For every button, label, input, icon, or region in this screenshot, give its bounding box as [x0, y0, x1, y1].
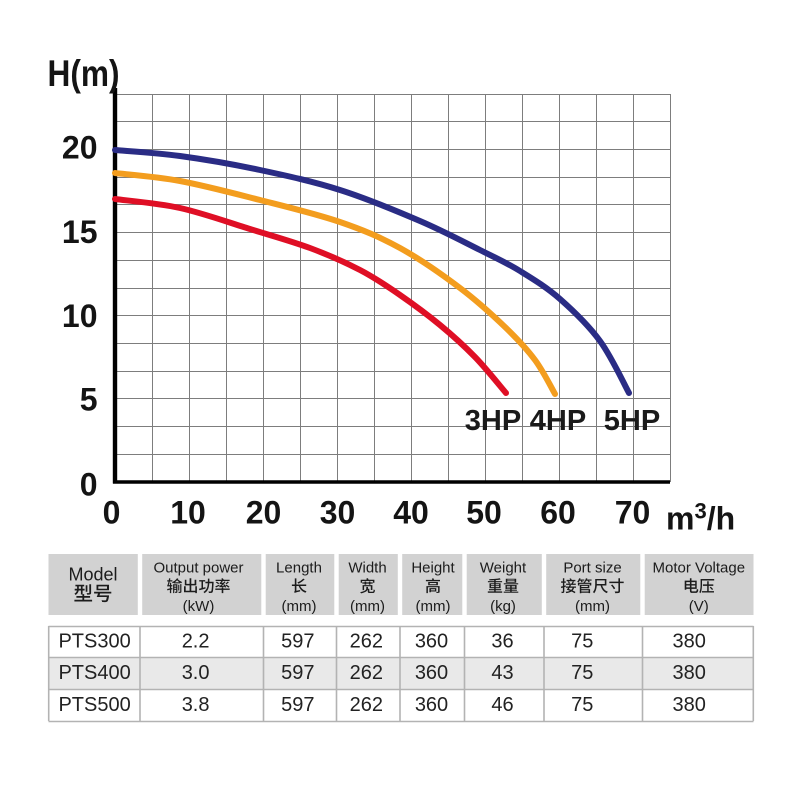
svg-text:262: 262: [350, 631, 383, 653]
svg-text:(V): (V): [689, 598, 709, 615]
svg-text:(mm): (mm): [282, 598, 317, 615]
svg-text:30: 30: [320, 495, 356, 531]
svg-text:Model: Model: [68, 565, 117, 585]
svg-text:3.0: 3.0: [182, 662, 210, 684]
svg-text:PTS500: PTS500: [58, 694, 130, 716]
svg-text:Weight: Weight: [480, 559, 527, 576]
svg-text:75: 75: [571, 631, 593, 653]
svg-text:262: 262: [350, 694, 383, 716]
svg-text:Output power: Output power: [153, 559, 243, 576]
svg-text:0: 0: [103, 495, 121, 531]
svg-text:380: 380: [673, 694, 706, 716]
svg-text:70: 70: [615, 495, 651, 531]
svg-text:380: 380: [673, 631, 706, 653]
svg-text:0: 0: [80, 466, 98, 502]
svg-text:H(m): H(m): [48, 54, 120, 95]
svg-text:2.2: 2.2: [182, 631, 210, 653]
svg-text:50: 50: [466, 495, 502, 531]
svg-text:360: 360: [415, 694, 448, 716]
svg-text:3.8: 3.8: [182, 694, 210, 716]
svg-text:60: 60: [540, 495, 576, 531]
svg-text:(mm): (mm): [350, 598, 385, 615]
svg-text:3HP: 3HP: [465, 405, 521, 437]
svg-text:36: 36: [491, 631, 513, 653]
svg-text:10: 10: [170, 495, 206, 531]
svg-text:Length: Length: [276, 559, 322, 576]
svg-text:43: 43: [491, 662, 513, 684]
svg-text:4HP: 4HP: [530, 405, 586, 437]
svg-text:15: 15: [62, 214, 98, 250]
svg-text:(kW): (kW): [183, 598, 215, 615]
svg-text:Motor Voltage: Motor Voltage: [653, 559, 746, 576]
svg-text:(mm): (mm): [416, 598, 451, 615]
svg-text:597: 597: [281, 662, 314, 684]
svg-text:5: 5: [80, 381, 98, 417]
svg-text:PTS300: PTS300: [58, 631, 130, 653]
svg-text:360: 360: [415, 631, 448, 653]
svg-text:5HP: 5HP: [604, 405, 660, 437]
svg-text:75: 75: [571, 662, 593, 684]
svg-text:20: 20: [62, 130, 98, 166]
svg-text:380: 380: [673, 662, 706, 684]
svg-text:360: 360: [415, 662, 448, 684]
svg-text:40: 40: [393, 495, 429, 531]
svg-text:597: 597: [281, 631, 314, 653]
svg-text:Width: Width: [348, 559, 386, 576]
svg-text:(mm): (mm): [575, 598, 610, 615]
svg-text:(kg): (kg): [490, 598, 516, 615]
svg-text:Height: Height: [411, 559, 455, 576]
svg-text:20: 20: [246, 495, 282, 531]
svg-text:46: 46: [491, 694, 513, 716]
svg-text:262: 262: [350, 662, 383, 684]
svg-text:Port size: Port size: [563, 559, 621, 576]
svg-text:597: 597: [281, 694, 314, 716]
svg-text:PTS400: PTS400: [58, 662, 130, 684]
svg-text:75: 75: [571, 694, 593, 716]
svg-text:10: 10: [62, 298, 98, 334]
